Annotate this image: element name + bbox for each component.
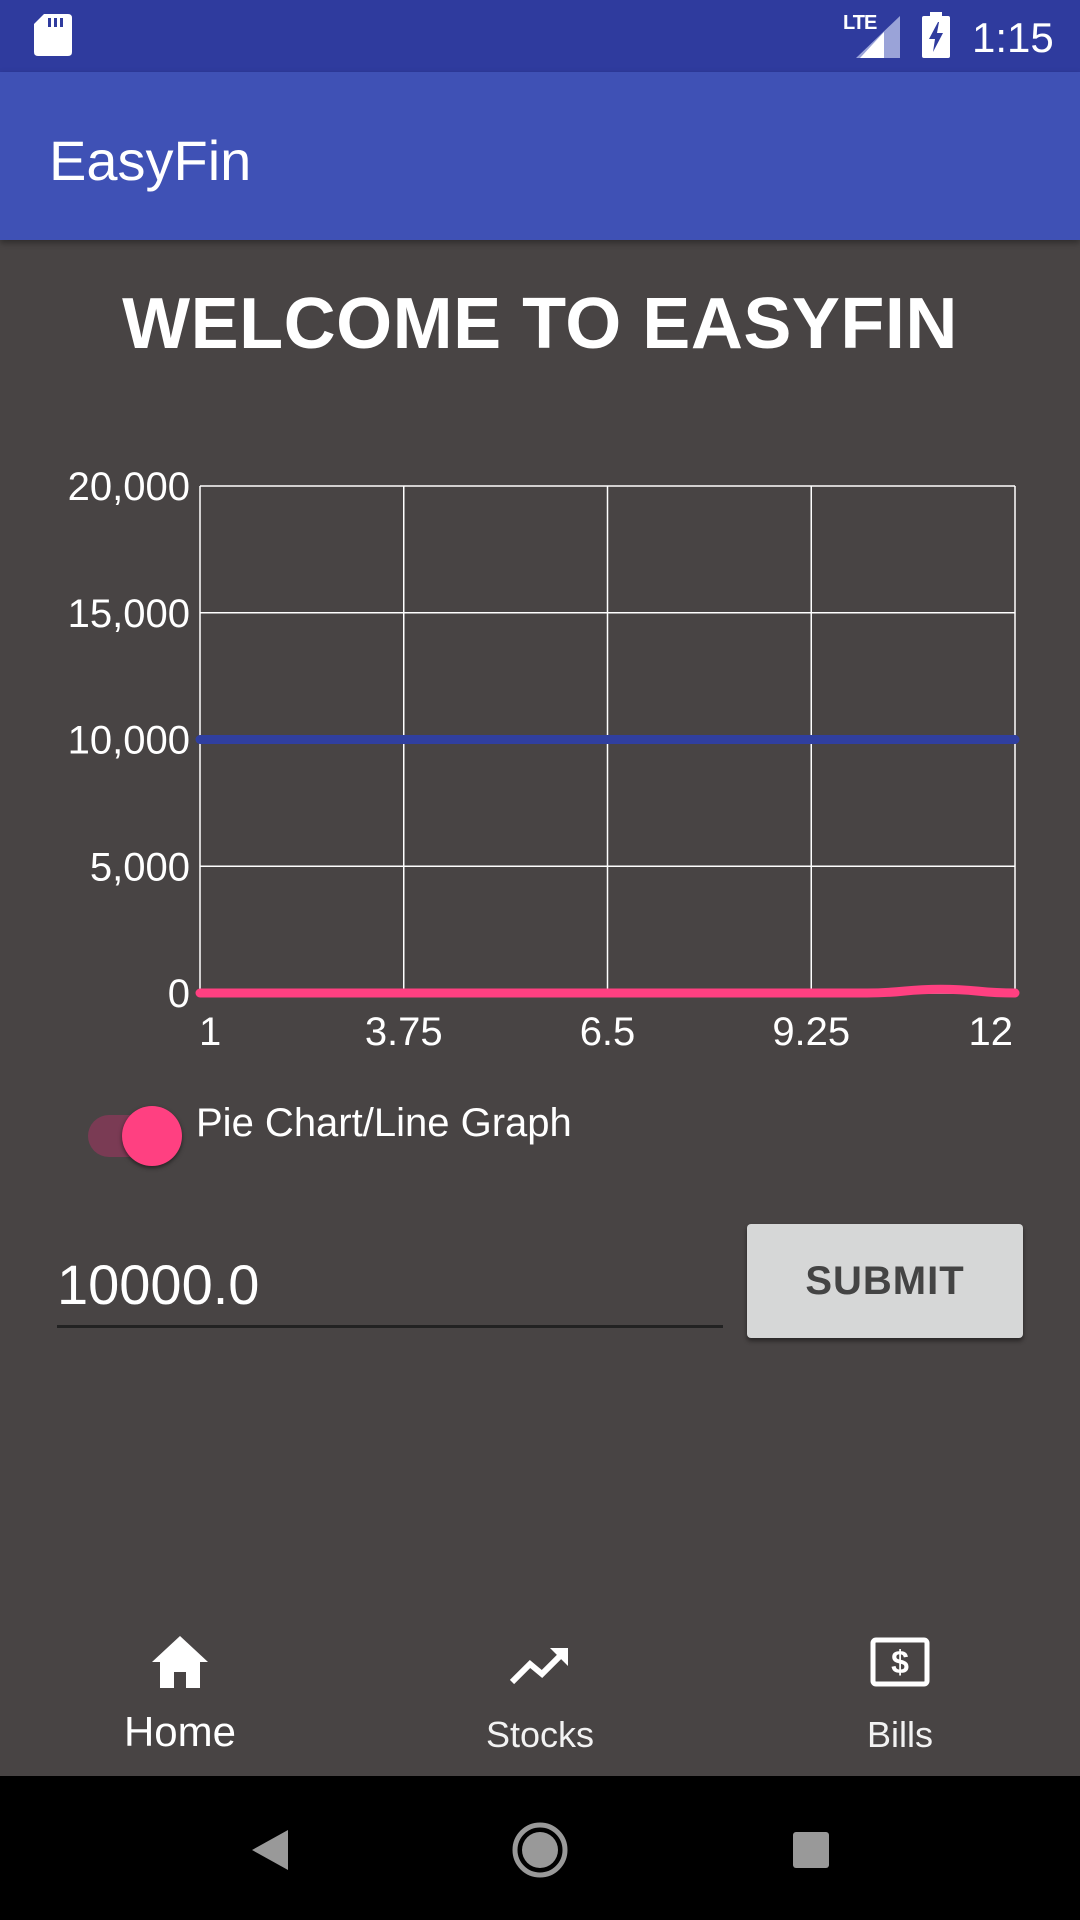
amount-input[interactable]: 10000.0 (57, 1248, 723, 1328)
amount-value: 10000.0 (57, 1253, 260, 1316)
bill-icon: $ (870, 1637, 930, 1687)
x-tick-label: 6.5 (580, 1010, 636, 1054)
nav-item-stocks[interactable]: Stocks (360, 1600, 720, 1776)
submit-button[interactable]: SUBMIT (747, 1224, 1023, 1338)
app-title: EasyFin (49, 129, 252, 192)
x-tick-label: 12 (969, 1010, 1014, 1054)
y-tick-label: 0 (168, 972, 190, 1016)
nav-item-bills[interactable]: $ Bills (720, 1600, 1080, 1776)
welcome-heading: WELCOME TO EASYFIN (122, 284, 958, 364)
system-navigation-bar (0, 1776, 1080, 1920)
network-type: LTE (843, 12, 877, 34)
y-tick-label: 20,000 (68, 465, 190, 509)
trending-up-icon (510, 1648, 568, 1685)
x-tick-label: 1 (199, 1010, 221, 1054)
nav-label-home: Home (123, 1708, 237, 1755)
signal-icon (856, 16, 900, 58)
toggle-thumb (122, 1106, 182, 1166)
y-tick-label: 15,000 (68, 592, 190, 636)
home-button-icon[interactable] (511, 1821, 569, 1879)
x-tick-label: 9.25 (772, 1010, 850, 1054)
battery-charging-icon (922, 12, 950, 58)
series-line-1 (195, 984, 1020, 998)
recents-icon[interactable] (792, 1831, 830, 1869)
app-bar: EasyFin (0, 72, 1080, 240)
clock: 1:15 (972, 14, 1054, 61)
y-tick-label: 5,000 (90, 845, 190, 889)
x-tick-label: 3.75 (365, 1010, 443, 1054)
nav-item-home[interactable]: Home (0, 1600, 360, 1776)
toggle-label: Pie Chart/Line Graph (196, 1101, 572, 1145)
back-icon[interactable] (250, 1828, 290, 1872)
bottom-navigation: Home Stocks $ Bills (0, 1600, 1080, 1776)
balance-line-chart: 1 3.75 6.5 9.25 12 0 5,000 10,000 15,000 20,000 (68, 465, 1020, 1054)
chart-type-toggle[interactable] (88, 1104, 184, 1168)
y-tick-label: 10,000 (68, 719, 190, 763)
nav-label-stocks: Stocks (485, 1714, 595, 1755)
svg-text:$: $ (891, 1644, 909, 1680)
home-icon (152, 1636, 208, 1688)
status-bar: LTE 1:15 (0, 0, 1080, 72)
nav-label-bills: Bills (866, 1714, 933, 1755)
sd-card-icon (34, 14, 72, 56)
